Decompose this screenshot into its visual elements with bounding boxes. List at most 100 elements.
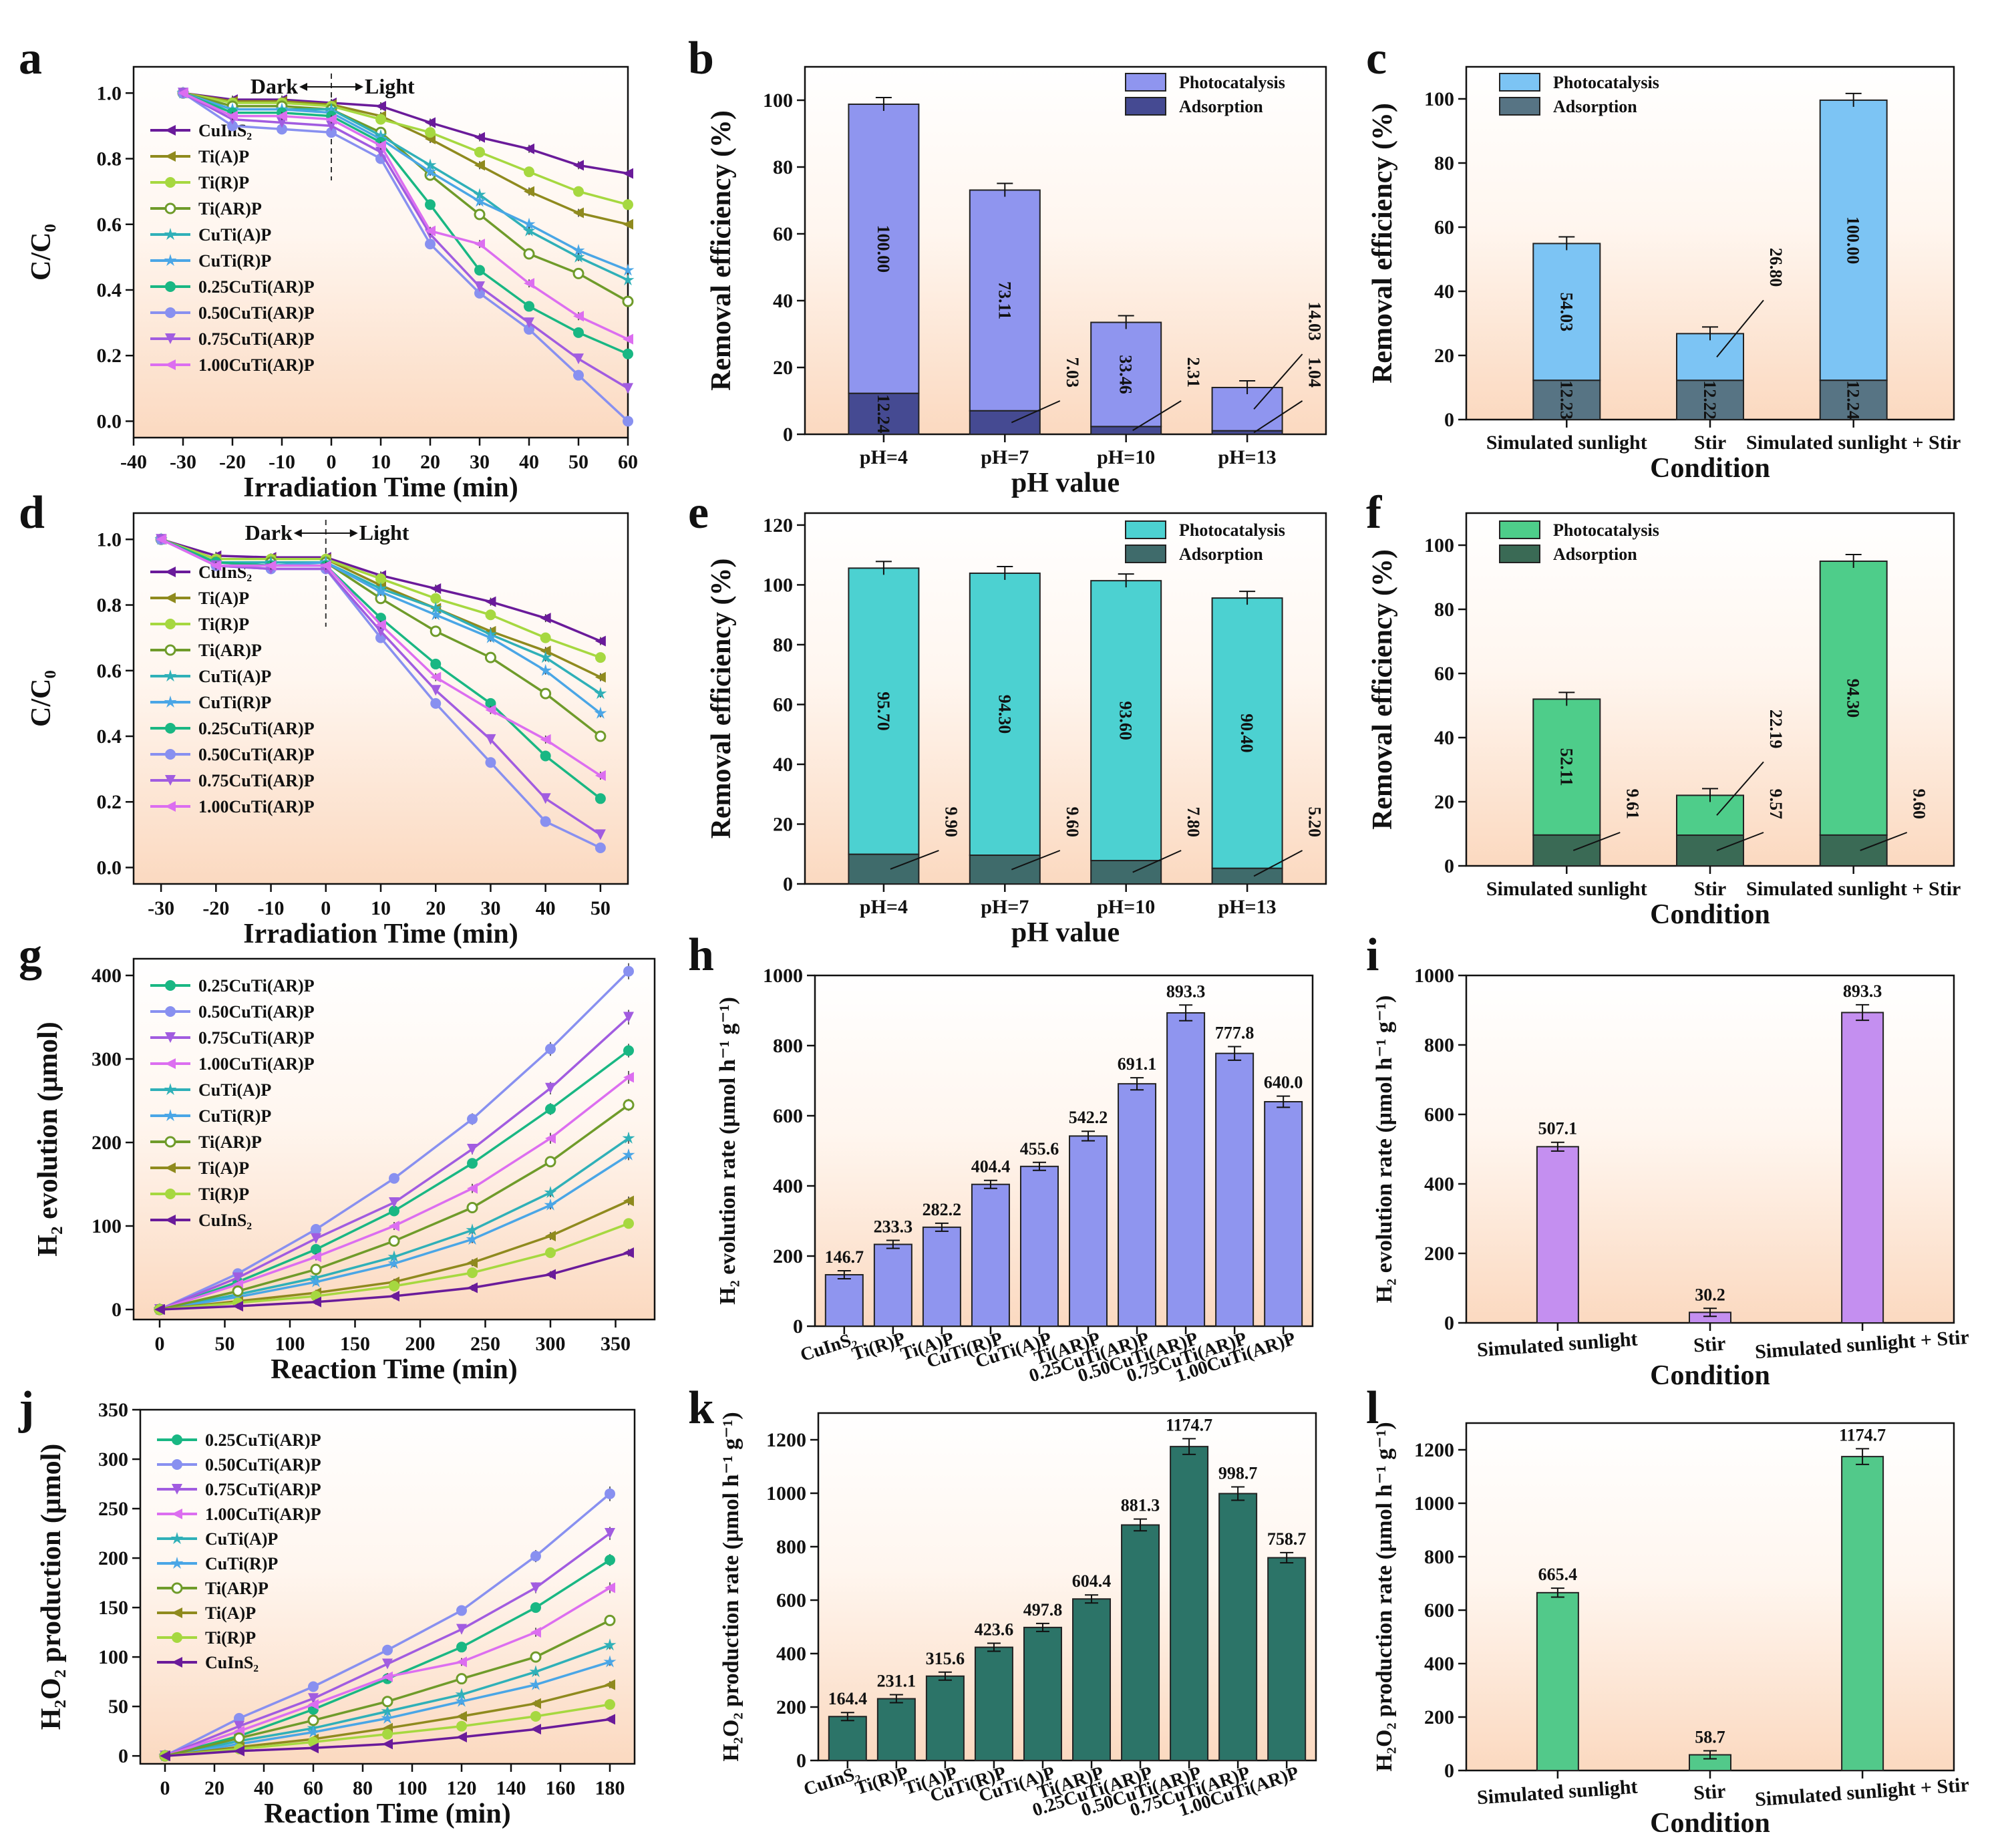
y-tick-label: 0.8 — [97, 595, 122, 617]
data-point — [430, 658, 442, 669]
data-point — [165, 333, 176, 344]
x-axis-label: pH value — [1011, 468, 1120, 498]
y-tick-label: 0.0 — [97, 410, 122, 432]
y-tick-label: 100 — [1424, 88, 1454, 110]
data-point — [165, 723, 176, 734]
data-point — [456, 1710, 467, 1722]
y-tick-label: 150 — [98, 1597, 128, 1619]
data-point — [172, 1484, 182, 1495]
x-tick-label: 20 — [426, 897, 446, 919]
legend-swatch-adsorption — [1499, 545, 1540, 563]
y-tick-label: 1000 — [1414, 965, 1454, 987]
legend-swatch-photocatalysis — [1125, 520, 1166, 539]
data-label: 665.4 — [1538, 1565, 1578, 1584]
data-point — [539, 663, 552, 676]
bar-photocatalysis — [848, 104, 920, 394]
data-point — [387, 1257, 401, 1269]
data-point — [622, 1148, 635, 1161]
data-point — [165, 1006, 176, 1017]
y-tick-label: 20 — [1434, 791, 1454, 813]
y-tick-label: 800 — [1424, 1034, 1454, 1056]
data-point — [573, 369, 584, 381]
y-tick-label: 20 — [1434, 345, 1454, 367]
data-point — [530, 1602, 541, 1613]
panel-label-h: h — [688, 929, 714, 981]
data-point — [474, 146, 485, 158]
data-point — [381, 1704, 394, 1717]
x-axis-label: Condition — [1650, 453, 1770, 484]
data-point — [172, 1434, 182, 1445]
legend-label: Ti(R)P — [198, 615, 249, 634]
y-tick-label: 300 — [92, 1048, 122, 1070]
data-point — [165, 125, 176, 136]
data-point — [172, 1459, 182, 1470]
data-point — [165, 980, 176, 991]
data-point — [573, 207, 584, 218]
legend-label: 0.75CuTi(AR)P — [198, 771, 315, 790]
data-point — [540, 816, 551, 827]
data-point — [456, 1624, 467, 1635]
series-line — [182, 92, 629, 272]
series-CuInS2 — [160, 1714, 615, 1762]
data-point — [544, 1198, 557, 1211]
chart-g: 0 50 100 150 200 250 300 350 0 100 200 300 400 0.25Cu… — [33, 957, 656, 1385]
y-tick-label: 100 — [92, 1215, 122, 1237]
data-point — [311, 1296, 321, 1307]
data-label: 231.1 — [877, 1672, 916, 1691]
data-label: 455.6 — [1020, 1139, 1059, 1159]
data-point — [595, 829, 606, 840]
data-point — [165, 1032, 176, 1043]
data-point — [623, 1012, 634, 1023]
data-label: 777.8 — [1215, 1023, 1255, 1042]
data-point — [467, 1257, 478, 1268]
y-tick-label: 0 — [793, 1316, 803, 1338]
data-point — [545, 1269, 556, 1280]
data-point — [430, 593, 442, 604]
data-point — [545, 1082, 556, 1094]
data-point — [311, 1224, 321, 1235]
panel-label-f: f — [1366, 487, 1382, 538]
y-tick-label: 80 — [773, 156, 793, 178]
y-tick-label: 800 — [773, 1035, 803, 1057]
data-point — [326, 114, 337, 125]
data-point — [484, 631, 497, 643]
data-label-adsorption: 12.24 — [1844, 380, 1863, 420]
data-point — [530, 1627, 541, 1638]
bar — [1267, 1557, 1307, 1762]
data-point — [484, 651, 496, 663]
y-tick-label: 600 — [776, 1589, 806, 1611]
y-tick-label: 300 — [98, 1448, 128, 1471]
data-point — [165, 151, 176, 162]
series-1.00CuTi(AR)P — [178, 88, 633, 345]
data-label: 542.2 — [1069, 1108, 1108, 1127]
data-point — [485, 704, 496, 716]
data-point — [466, 1223, 479, 1236]
data-point — [382, 1671, 393, 1682]
data-point — [172, 1632, 182, 1643]
legend-label: 0.75CuTi(AR)P — [205, 1480, 321, 1499]
label-pointer — [1860, 832, 1908, 851]
data-point — [621, 273, 635, 286]
panel-label-d: d — [19, 487, 45, 538]
x-tick-label: 20 — [204, 1777, 224, 1799]
data-point — [375, 573, 386, 585]
data-point — [172, 1509, 182, 1519]
x-tick-label: 160 — [546, 1777, 576, 1799]
data-point — [310, 1263, 322, 1275]
series-line — [182, 92, 629, 341]
data-point — [467, 1183, 478, 1194]
bar — [1170, 1446, 1209, 1762]
y-tick-label: 80 — [773, 634, 793, 656]
label-pointer — [1716, 299, 1764, 357]
y-tick-label: 400 — [776, 1643, 806, 1665]
label-pointer — [1253, 850, 1303, 877]
x-tick-label: 30 — [480, 897, 500, 919]
bar — [922, 1226, 961, 1327]
data-point — [544, 1186, 557, 1199]
x-axis-label: Reaction Time (min) — [271, 1354, 517, 1385]
x-tick-label: 50 — [568, 451, 589, 473]
data-point — [425, 127, 436, 138]
legend-label: Ti(R)P — [198, 1185, 249, 1204]
data-point — [389, 1221, 399, 1231]
x-tick-label: 20 — [420, 451, 440, 473]
